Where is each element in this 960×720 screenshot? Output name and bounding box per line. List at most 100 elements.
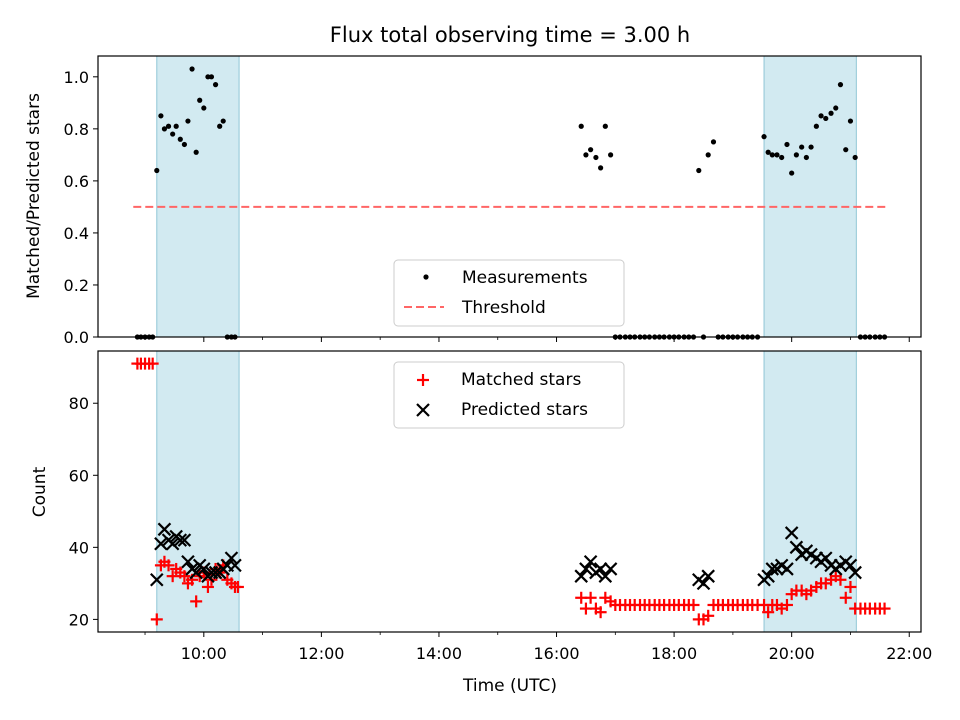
- top-legend-box: [393, 259, 625, 327]
- y-tick-label: 20: [69, 610, 89, 629]
- matched-star-marker: [594, 606, 607, 619]
- y-tick-label: 1.0: [64, 68, 89, 87]
- matched-star-marker: [190, 595, 203, 608]
- measurement-point: [185, 118, 191, 124]
- measurement-point: [602, 123, 608, 129]
- predicted-star-marker: [173, 533, 188, 547]
- predicted-stars-points: [150, 522, 862, 591]
- measurement-point: [193, 149, 199, 155]
- predicted-star-marker: [780, 562, 794, 576]
- predicted-star-marker: [189, 565, 203, 580]
- predicted-star-marker: [177, 533, 192, 547]
- y-tick-label: 40: [69, 538, 89, 557]
- measurement-point: [177, 136, 183, 142]
- measurement-point: [170, 131, 176, 137]
- predicted-star-marker: [598, 569, 613, 583]
- measurement-point: [578, 123, 584, 129]
- measurement-point: [833, 105, 839, 111]
- predicted-star-marker: [701, 569, 715, 583]
- measurement-point: [158, 113, 164, 119]
- bottom-legend-box: [393, 361, 625, 429]
- bottom-y-ticks: 20 40 60 80: [69, 394, 98, 629]
- measurement-point: [769, 152, 775, 158]
- matched-star-marker: [178, 570, 191, 583]
- top-x-ticks: [144, 337, 910, 342]
- x-tick-label: 14:00: [416, 644, 462, 663]
- bottom-y-axis-label: Count: [30, 466, 50, 517]
- predicted-star-marker: [765, 562, 780, 576]
- y-tick-label: 60: [69, 466, 89, 485]
- legend-predicted-label: Predicted stars: [461, 400, 588, 420]
- measurement-point: [828, 110, 834, 116]
- measurement-point: [696, 167, 702, 174]
- matched-star-marker: [780, 598, 793, 611]
- top-panel: 0.0 0.2 0.4 0.6 0.8 1.0 Matched/Predicted sta…: [24, 55, 922, 347]
- predicted-star-marker: [165, 536, 180, 551]
- predicted-star-marker: [843, 558, 858, 573]
- x-tick-label: 16:00: [533, 644, 579, 663]
- measurement-point: [789, 170, 795, 176]
- y-tick-label: 0.4: [64, 224, 89, 243]
- measurement-point: [598, 165, 604, 171]
- measurement-point: [583, 152, 589, 158]
- measurement-point: [847, 118, 854, 124]
- bottom-panel: 20 40 60 80 10:00 12:00 14:00 16:00 18:00 20:00 2…: [30, 350, 932, 696]
- bottom-shaded-intervals: [156, 350, 857, 633]
- measurement-point: [813, 123, 819, 129]
- x-axis-label: Time (UTC): [462, 676, 557, 696]
- legend-predicted-marker: [416, 403, 430, 417]
- measurement-point: [220, 118, 226, 124]
- matched-star-marker: [201, 580, 214, 593]
- matched-star-marker: [231, 580, 244, 593]
- top-legend: Measurements Threshold: [393, 259, 625, 327]
- y-tick-label: 0.2: [64, 276, 89, 295]
- legend-measurements-marker: [423, 274, 429, 280]
- matched-star-marker: [762, 606, 775, 619]
- observing-window-band: [156, 55, 240, 338]
- predicted-star-marker: [761, 569, 775, 583]
- x-tick-label: 20:00: [769, 644, 815, 663]
- measurement-point: [197, 97, 203, 103]
- measurement-point: [793, 152, 799, 158]
- predicted-star-marker: [593, 562, 608, 576]
- measurement-point: [808, 144, 814, 150]
- measurement-point: [710, 139, 717, 145]
- predicted-star-marker: [224, 551, 239, 565]
- measurement-point: [201, 105, 207, 111]
- predicted-star-marker: [784, 526, 799, 540]
- matched-star-marker: [584, 591, 597, 604]
- top-y-ticks: 0.0 0.2 0.4 0.6 0.8 1.0: [64, 68, 98, 347]
- predicted-star-marker: [157, 522, 172, 537]
- measurement-point: [173, 123, 179, 129]
- predicted-star-marker: [228, 558, 242, 573]
- predicted-star-marker: [154, 536, 168, 551]
- measurement-point: [761, 134, 767, 140]
- measurement-point: [608, 152, 614, 158]
- legend-matched-marker: [417, 374, 429, 386]
- measurement-point: [784, 141, 790, 148]
- bottom-legend: Matched stars Predicted stars: [393, 361, 625, 429]
- measurement-point: [818, 113, 824, 119]
- y-tick-label: 0.8: [64, 120, 89, 139]
- matched-star-marker: [146, 357, 159, 370]
- measurement-point: [588, 147, 594, 153]
- y-tick-label: 80: [69, 394, 89, 413]
- predicted-star-marker: [603, 562, 618, 576]
- measurement-point: [208, 74, 215, 80]
- legend-threshold-label: Threshold: [461, 298, 546, 318]
- matched-star-marker: [834, 573, 847, 586]
- chart-title: Flux total observing time = 3.00 h: [330, 23, 690, 47]
- measurement-point: [774, 152, 780, 158]
- measurement-point: [154, 167, 160, 174]
- matched-star-marker: [687, 598, 700, 611]
- y-tick-label: 0.6: [64, 172, 89, 191]
- measurement-point: [837, 82, 844, 88]
- x-tick-label: 22:00: [886, 644, 932, 663]
- measurement-point: [189, 66, 195, 72]
- measurement-point: [843, 147, 849, 153]
- legend-measurements-label: Measurements: [462, 268, 588, 288]
- predicted-star-marker: [579, 562, 593, 576]
- predicted-star-marker: [197, 562, 211, 576]
- predicted-star-marker: [574, 569, 588, 583]
- y-tick-label: 0.0: [64, 328, 89, 347]
